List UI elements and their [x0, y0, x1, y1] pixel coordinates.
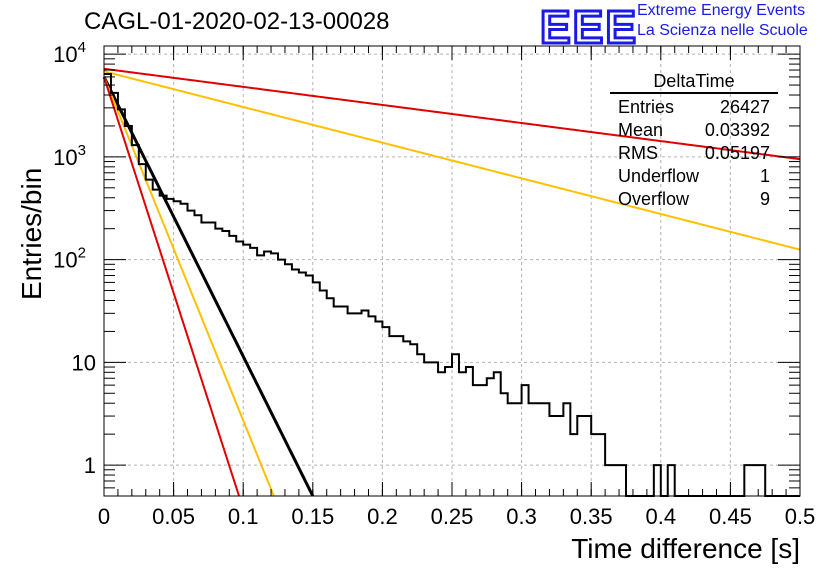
- stats-value: 1: [759, 166, 770, 186]
- plot-frame: [103, 45, 801, 497]
- stats-value: 26427: [719, 97, 770, 117]
- x-tick-label: 0.1: [228, 504, 259, 529]
- y-tick-label: 10: [72, 350, 96, 375]
- x-tick-label: 0: [98, 504, 110, 529]
- stats-value: 9: [759, 189, 770, 209]
- x-tick-label: 0.4: [646, 504, 677, 529]
- fit-curve: [103, 76, 275, 497]
- stats-key: Entries: [618, 97, 675, 117]
- x-tick-label: 0.5: [785, 504, 816, 529]
- x-tick-label: 0.25: [431, 504, 474, 529]
- chart-title: CAGL-01-2020-02-13-00028: [84, 8, 390, 35]
- stats-row-underflow: Underflow 1: [610, 165, 778, 188]
- stats-row-rms: RMS 0.05197: [610, 142, 778, 165]
- fit-curve: [103, 70, 801, 251]
- stats-box: DeltaTime Entries 26427 Mean 0.03392 RMS…: [610, 70, 778, 211]
- x-tick-label: 0.05: [152, 504, 195, 529]
- y-tick-label: 103: [53, 142, 86, 170]
- eee-logo: EEE: [538, 0, 639, 55]
- stats-key: RMS: [618, 143, 658, 163]
- stats-key: Overflow: [618, 189, 690, 209]
- stats-key: Underflow: [618, 166, 700, 186]
- x-tick-label: 0.3: [506, 504, 537, 529]
- stats-value: 0.03392: [704, 120, 770, 140]
- y-tick-label: 102: [53, 245, 86, 273]
- stats-row-overflow: Overflow 9: [610, 188, 778, 211]
- x-tick-label: 0.45: [709, 504, 752, 529]
- x-tick-label: 0.35: [570, 504, 613, 529]
- logo-text-line1: Extreme Energy Events: [637, 2, 806, 19]
- axes: 0 0.05 0.1 0.15 0.2 0.25 0.3 0.35 0.4 0.45 0.5 1 10 1…: [53, 39, 815, 529]
- logo-text-line2: La Scienza nelle Scuole: [637, 22, 808, 39]
- fit-curve: [103, 67, 801, 161]
- stats-value: 0.05197: [704, 143, 770, 163]
- y-tick-label: 104: [53, 39, 86, 67]
- stats-box-title: DeltaTime: [610, 70, 778, 94]
- stats-key: Mean: [618, 120, 664, 140]
- x-tick-label: 0.2: [367, 504, 398, 529]
- stats-row-entries: Entries 26427: [610, 96, 778, 119]
- x-axis-label: Time difference [s]: [571, 533, 800, 564]
- x-tick-label: 0.15: [291, 504, 334, 529]
- fit-curve: [103, 76, 240, 497]
- y-axis-label-container: Entries/bin: [6, 120, 47, 300]
- stats-row-mean: Mean 0.03392: [610, 119, 778, 142]
- y-tick-label: 1: [84, 453, 96, 478]
- y-axis-label: Entries/bin: [16, 167, 47, 300]
- fit-curve: [102, 76, 315, 497]
